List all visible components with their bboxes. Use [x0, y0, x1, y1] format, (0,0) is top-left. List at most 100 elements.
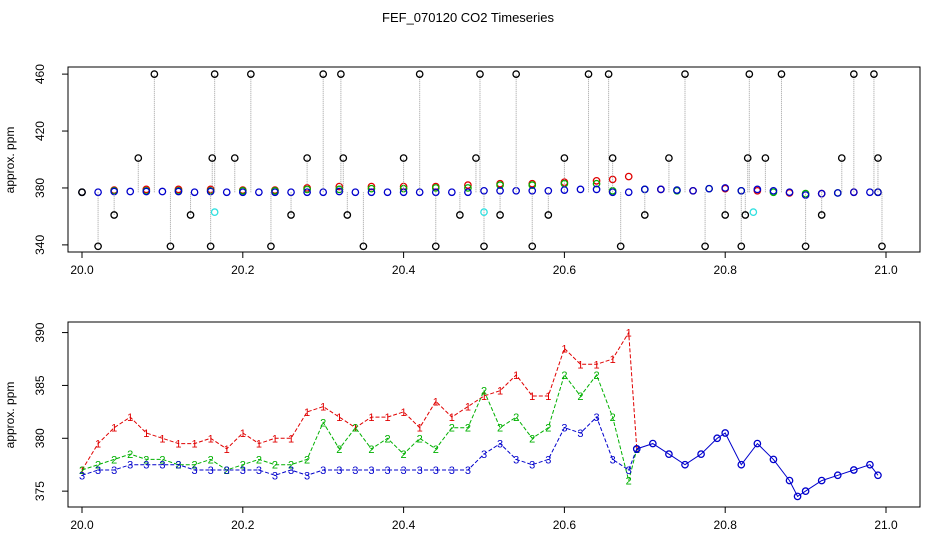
bottom-point-green: 2 — [610, 412, 616, 424]
top-point-blue — [769, 186, 778, 195]
top-point-black — [339, 154, 348, 162]
top-point-black — [166, 242, 175, 251]
top-point-blue — [383, 188, 392, 197]
bottom-point-green: 2 — [529, 433, 535, 445]
top-point-black — [319, 70, 328, 78]
bottom-x-tick-label-3: 20.6 — [553, 518, 577, 532]
bottom-point-blue — [753, 439, 762, 448]
bottom-point-blue: 3 — [634, 444, 640, 456]
bottom-point-green: 2 — [79, 465, 85, 477]
top-point-black — [359, 242, 368, 251]
bottom-point-red: 1 — [577, 359, 583, 371]
top-point-black — [303, 154, 311, 162]
top-point-red — [592, 176, 601, 185]
top-point-black — [287, 211, 295, 219]
bottom-series-line-green-2 — [81, 373, 638, 481]
top-point-green — [528, 181, 537, 189]
bottom-point-red: 1 — [481, 391, 487, 403]
bottom-x-ticks: 20.0 20.2 20.4 20.6 20.8 21.0 — [70, 507, 898, 532]
bottom-point-green: 2 — [449, 423, 455, 435]
bottom-point-blue: 3 — [175, 460, 181, 472]
top-point-black — [399, 154, 408, 162]
top-point-blue — [624, 188, 633, 197]
bottom-point-green: 2 — [175, 460, 181, 472]
bottom-y-tick-label-3: 390 — [33, 322, 47, 342]
top-point-black — [741, 211, 750, 219]
bottom-point-blue: 3 — [401, 465, 407, 477]
bottom-point-red: 1 — [417, 423, 423, 435]
top-point-green — [431, 184, 440, 192]
bottom-point-red: 1 — [175, 439, 181, 451]
top-point-blue — [657, 185, 665, 194]
bottom-point-green: 2 — [593, 370, 599, 382]
bottom-point-red: 1 — [497, 386, 503, 398]
bottom-point-blue: 3 — [417, 465, 423, 477]
bottom-point-green: 2 — [320, 417, 326, 429]
top-point-blue — [849, 188, 858, 197]
top-point-blue — [319, 188, 328, 197]
top-point-black — [837, 154, 846, 162]
top-point-black — [761, 154, 770, 162]
bottom-point-red: 1 — [95, 439, 101, 451]
top-x-tick-label-4: 20.8 — [714, 263, 738, 277]
top-point-blue — [689, 186, 697, 195]
bottom-point-red: 1 — [256, 439, 262, 451]
bottom-point-green: 2 — [191, 460, 197, 472]
bottom-point-blue: 3 — [561, 423, 567, 435]
top-point-blue — [190, 188, 199, 197]
top-point-black — [721, 211, 730, 219]
top-data-marks — [78, 70, 886, 251]
bottom-point-red: 1 — [593, 359, 599, 371]
bottom-point-blue: 3 — [320, 465, 326, 477]
top-point-blue — [126, 187, 135, 196]
top-point-blue — [833, 189, 842, 197]
bottom-point-green: 2 — [111, 454, 117, 466]
top-y-ticks: 340 380 420 460 — [33, 64, 68, 255]
bottom-point-blue: 3 — [127, 460, 133, 472]
bottom-point-blue: 3 — [626, 465, 632, 477]
bottom-point-blue: 3 — [288, 465, 294, 477]
top-point-blue — [560, 186, 569, 194]
bottom-point-blue: 3 — [465, 465, 471, 477]
top-point-black — [528, 242, 537, 251]
bottom-point-red: 1 — [610, 354, 616, 366]
bottom-point-red: 1 — [561, 343, 567, 355]
top-point-black — [94, 242, 102, 251]
top-point-black — [110, 211, 119, 219]
bottom-point-red: 1 — [368, 412, 374, 424]
top-point-black — [246, 70, 255, 78]
top-point-black — [512, 70, 521, 78]
top-point-blue — [705, 184, 713, 193]
top-point-blue — [158, 187, 167, 196]
bottom-point-red: 1 — [336, 412, 342, 424]
bottom-x-tick-label-0: 20.0 — [70, 518, 94, 532]
top-x-tick-label-3: 20.6 — [553, 263, 577, 277]
top-point-blue — [415, 188, 424, 197]
bottom-point-blue: 3 — [111, 465, 117, 477]
top-point-black — [681, 70, 689, 78]
bottom-point-red: 1 — [224, 444, 230, 456]
bottom-point-red: 1 — [465, 402, 471, 414]
top-point-black — [78, 188, 86, 197]
bottom-point-red: 1 — [545, 391, 551, 403]
bottom-point-blue: 3 — [240, 465, 246, 477]
top-point-green — [367, 184, 376, 193]
bottom-point-blue: 3 — [79, 470, 85, 482]
top-point-blue — [142, 187, 151, 196]
top-point-blue — [431, 188, 440, 197]
bottom-point-red: 1 — [111, 423, 117, 435]
bottom-point-green: 2 — [352, 423, 358, 435]
top-point-black — [456, 211, 464, 219]
top-point-blue — [399, 188, 408, 197]
top-point-black — [604, 70, 613, 78]
bottom-point-green: 2 — [256, 454, 262, 466]
bottom-point-red: 1 — [529, 391, 535, 403]
bottom-point-blue: 3 — [208, 465, 214, 477]
bottom-point-green: 2 — [401, 449, 407, 461]
bottom-point-blue — [648, 439, 657, 448]
bottom-y-tick-label-1: 380 — [33, 428, 47, 448]
bottom-point-red: 1 — [240, 428, 246, 440]
top-point-blue — [351, 188, 360, 197]
